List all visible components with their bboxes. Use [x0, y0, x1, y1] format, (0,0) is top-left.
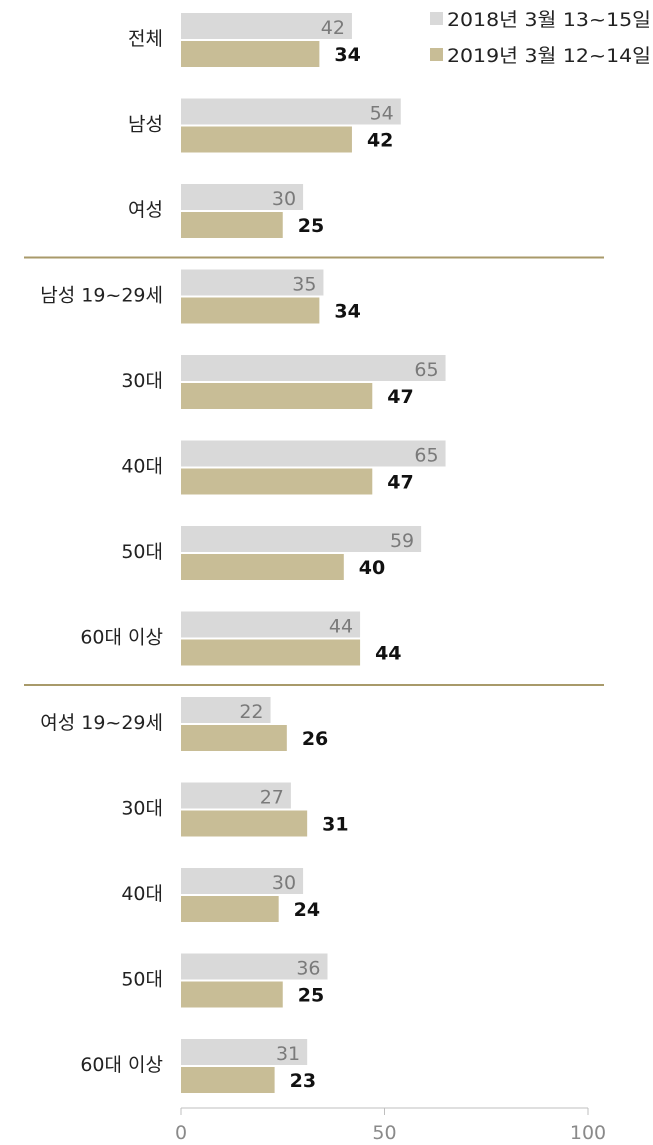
bar-2019 [181, 1067, 275, 1093]
data-label-2018: 22 [239, 701, 263, 723]
category-label: 40대 [121, 456, 163, 478]
bar-2018 [181, 782, 291, 809]
data-label-2018: 27 [260, 787, 284, 809]
bar-2018 [181, 953, 328, 980]
bar-2018 [181, 1039, 308, 1065]
data-label-2019: 26 [302, 728, 328, 750]
data-label-2018: 36 [296, 958, 320, 980]
legend-swatch [430, 12, 443, 25]
bar-2018 [181, 697, 271, 723]
data-label-2018: 30 [272, 872, 296, 894]
category-label: 남성 19~29세 [40, 285, 163, 307]
category-label: 50대 [121, 969, 163, 991]
bar-2018 [181, 526, 422, 552]
x-tick-label: 100 [570, 1122, 606, 1144]
bar-2018 [181, 440, 446, 467]
bar-2019 [181, 639, 361, 666]
bar-2019 [181, 981, 283, 1008]
category-label: 여성 19~29세 [40, 712, 163, 734]
category-label: 50대 [121, 541, 163, 563]
data-label-2019: 25 [298, 985, 324, 1007]
data-label-2019: 40 [359, 557, 385, 579]
data-label-2019: 47 [387, 472, 413, 494]
bar-2018 [181, 355, 446, 381]
category-label: 30대 [121, 798, 163, 820]
data-label-2019: 44 [375, 643, 401, 665]
category-label: 40대 [121, 883, 163, 905]
x-tick-label: 50 [372, 1122, 396, 1144]
data-label-2018: 44 [329, 616, 353, 638]
data-label-2019: 25 [298, 215, 324, 237]
bar-2019 [181, 297, 320, 324]
legend: 2018년 3월 13~15일 2019년 3월 12~14일 [430, 9, 651, 67]
category-label: 60대 이상 [80, 1054, 163, 1076]
data-label-2019: 34 [334, 301, 360, 323]
category-label: 여성 [128, 199, 163, 221]
bar-2018 [181, 611, 361, 638]
legend-label: 2019년 3월 12~14일 [447, 45, 651, 67]
bar-2018 [181, 269, 324, 296]
data-label-2018: 35 [292, 274, 316, 296]
bar-series: 4234544230253534654765475940444422262731… [181, 13, 446, 1093]
bar-2018 [181, 868, 304, 894]
bar-2018 [181, 13, 352, 39]
bar-2019 [181, 810, 308, 837]
category-label: 60대 이상 [80, 627, 163, 649]
bar-2019 [181, 468, 373, 495]
bar-2019 [181, 212, 283, 238]
bar-2019 [181, 383, 373, 409]
category-label: 전체 [128, 28, 163, 50]
data-label-2019: 34 [334, 44, 360, 66]
group-separators [24, 256, 604, 686]
legend-swatch [430, 48, 443, 61]
legend-label: 2018년 3월 13~15일 [447, 9, 651, 31]
data-label-2018: 65 [414, 359, 438, 381]
data-label-2019: 23 [290, 1070, 316, 1092]
data-label-2018: 31 [276, 1043, 300, 1065]
bar-2019 [181, 554, 344, 580]
data-label-2019: 47 [387, 386, 413, 408]
bar-2019 [181, 41, 320, 67]
bar-2019 [181, 725, 287, 751]
data-label-2018: 42 [321, 17, 345, 39]
data-label-2019: 42 [367, 130, 393, 152]
category-label: 남성 [128, 114, 163, 136]
data-label-2018: 59 [390, 530, 414, 552]
data-label-2019: 24 [294, 899, 320, 921]
data-label-2018: 54 [370, 103, 394, 125]
category-label: 30대 [121, 370, 163, 392]
data-label-2018: 65 [414, 445, 438, 467]
x-tick-label: 0 [175, 1122, 187, 1144]
data-label-2019: 31 [322, 814, 348, 836]
bar-2019 [181, 896, 279, 922]
bar-2019 [181, 126, 352, 153]
bar-2018 [181, 184, 304, 210]
data-label-2018: 30 [272, 188, 296, 210]
bar-2018 [181, 98, 401, 125]
x-axis: 0 50 100 [175, 1107, 606, 1144]
